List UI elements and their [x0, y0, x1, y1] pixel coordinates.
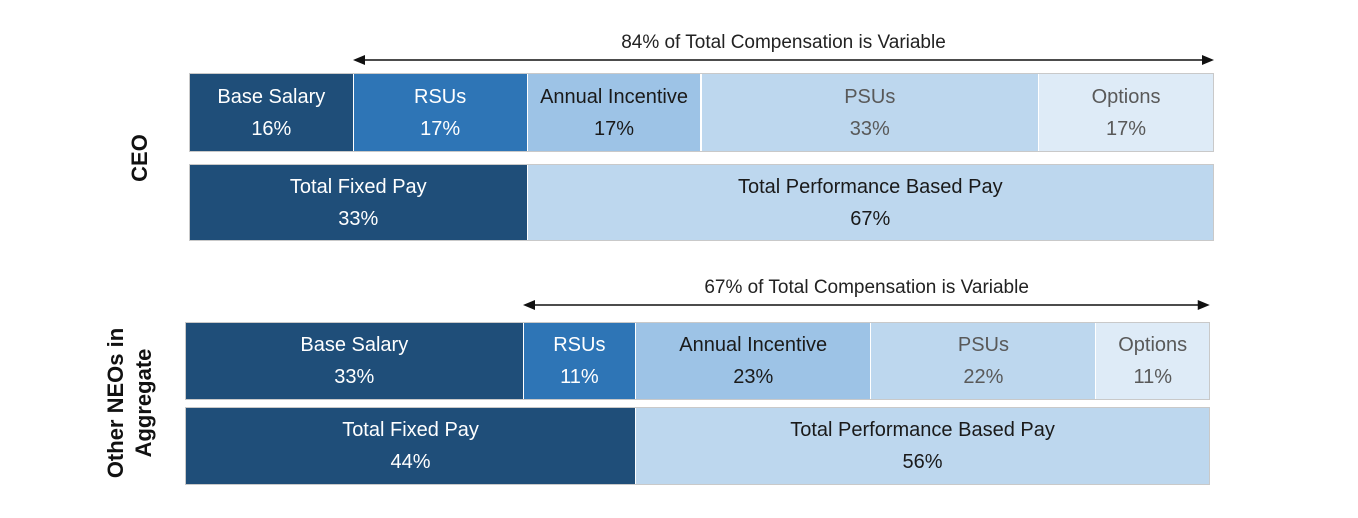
segment-label: Total Fixed Pay [289, 175, 427, 198]
component-bar: Base Salary 16% RSUs 17% Annual Incentive 17%… [189, 73, 1214, 152]
arrow-head-left [353, 55, 365, 65]
segment-value: 11% [1133, 366, 1172, 388]
segment-value: 11% [560, 366, 599, 388]
segment-base-salary: Base Salary 33% [186, 323, 524, 399]
segment-options: Options 17% [1039, 74, 1213, 151]
segment-value: 16% [251, 117, 292, 140]
segment-label: RSUs [553, 334, 606, 356]
variable-compensation-note: 67% of Total Compensation is Variable [523, 277, 1210, 317]
segment-annual-incentive: Annual Incentive 23% [636, 323, 872, 399]
segment-value: 17% [1106, 117, 1147, 140]
segment-value: 56% [902, 451, 943, 473]
group-label-ceo: CEO [100, 70, 180, 245]
variable-note-text: 84% of Total Compensation is Variable [621, 32, 946, 53]
double-arrow-icon [523, 300, 1210, 310]
segment-value: 17% [594, 117, 635, 140]
segment-rsus: RSUs 11% [523, 323, 637, 399]
segment-label: Annual Incentive [679, 334, 828, 356]
segment-value: 33% [849, 117, 890, 140]
arrow-head-right [1202, 55, 1214, 65]
segment-label: Options [1091, 85, 1161, 108]
segment-label: RSUs [414, 85, 467, 108]
segment-label: Base Salary [217, 85, 326, 108]
arrow-head-left [523, 300, 536, 310]
arrow-head-right [1198, 300, 1210, 310]
segment-rsus: RSUs 17% [353, 74, 528, 151]
segment-psus: PSUs 33% [701, 74, 1040, 151]
segment-annual-incentive: Annual Incentive 17% [527, 74, 702, 151]
segment-value: 67% [850, 207, 891, 230]
segment-total-fixed-pay: Total Fixed Pay 33% [190, 165, 528, 240]
segment-total-fixed-pay: Total Fixed Pay 44% [186, 408, 637, 484]
segment-value: 44% [390, 451, 431, 473]
segment-label: Options [1118, 334, 1188, 356]
segment-value: 33% [334, 366, 375, 388]
segment-label: PSUs [844, 85, 896, 108]
group-label-line: Aggregate [131, 348, 157, 457]
variable-note-text: 67% of Total Compensation is Variable [704, 277, 1029, 298]
totals-bar: Total Fixed Pay 44% Total Performance Base… [185, 407, 1210, 485]
segment-options: Options 11% [1096, 323, 1209, 399]
segment-label: Total Performance Based Pay [790, 419, 1055, 441]
variable-compensation-note: 84% of Total Compensation is Variable [353, 32, 1214, 72]
segment-label: PSUs [957, 334, 1009, 356]
segment-value: 22% [963, 366, 1004, 388]
segment-label: Total Fixed Pay [342, 419, 479, 441]
segment-total-performance-based-pay: Total Performance Based Pay 67% [527, 165, 1213, 240]
segment-label: Base Salary [300, 334, 409, 356]
totals-bar: Total Fixed Pay 33% Total Performance Base… [189, 164, 1214, 241]
segment-label: Total Performance Based Pay [737, 175, 1003, 198]
segment-value: 17% [420, 117, 461, 140]
group-label-line: CEO [127, 133, 152, 182]
component-bar: Base Salary 33% RSUs 11% Annual Incentive 23%… [185, 322, 1210, 400]
segment-total-performance-based-pay: Total Performance Based Pay 56% [636, 408, 1209, 484]
group-label-line: Other NEOs in [103, 327, 129, 478]
double-arrow-icon [353, 55, 1214, 65]
segment-label: Annual Incentive [540, 85, 688, 108]
group-label-other-neos: Other NEOs in Aggregate [90, 315, 170, 490]
segment-base-salary: Base Salary 16% [190, 74, 354, 151]
segment-value: 33% [338, 207, 379, 230]
segment-value: 23% [733, 366, 774, 388]
segment-psus: PSUs 22% [871, 323, 1097, 399]
